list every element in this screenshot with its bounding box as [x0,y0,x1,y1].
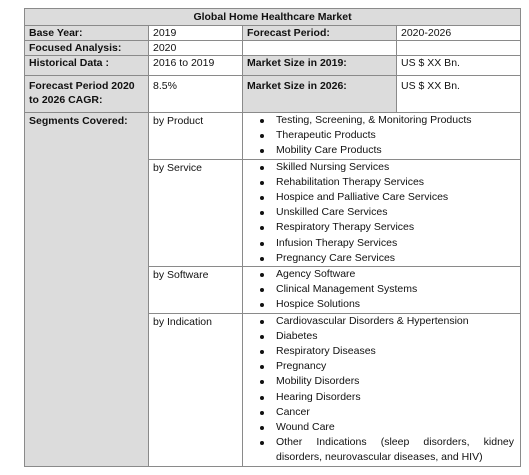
segment-row-indication: by Indication Cardiovascular Disorders &… [25,312,522,467]
list-item: Mobility Care Products [244,143,515,158]
market-size-2019-label: Market Size in 2019: [242,55,397,76]
segment-row-product: Segments Covered: by Product Testing, Sc… [24,112,522,467]
historical-data-label: Historical Data : [24,55,149,76]
list-item: Cardiovascular Disorders & Hypertension [244,314,515,329]
market-size-2019-value: US $ XX Bn. [395,55,522,76]
segment-items-indication: Cardiovascular Disorders & Hypertension … [241,312,522,467]
list-item: Respiratory Diseases [244,344,515,359]
list-item: Clinical Management Systems [244,282,515,297]
segment-row-software: by Software Agency Software Clinical Man… [25,266,522,314]
table-row: Historical Data : 2016 to 2019 Market Si… [24,55,522,76]
list-item: Infusion Therapy Services [244,236,515,251]
list-item: Testing, Screening, & Monitoring Product… [244,113,515,128]
list-item: Pregnancy [244,359,515,374]
segment-category-indication: by Indication [148,312,243,467]
focused-analysis-value: 2020 [148,40,243,56]
list-item: Diabetes [244,329,515,344]
list-item: Hospice Solutions [244,297,515,312]
list-item: Mobility Disorders [244,374,515,389]
table-row: Focused Analysis: 2020 [24,40,522,56]
segment-category-software: by Software [148,266,243,314]
list-item: Unskilled Care Services [244,205,515,220]
list-item: Cancer [244,405,515,420]
market-size-2026-label: Market Size in 2026: [242,75,397,113]
segment-row-service: by Service Skilled Nursing Services Reha… [25,158,522,268]
segment-category-product: by Product [148,112,243,160]
list-item: Skilled Nursing Services [244,160,515,175]
bullet-list: Testing, Screening, & Monitoring Product… [244,113,520,158]
segment-items-software: Agency Software Clinical Management Syst… [241,266,522,314]
base-year-value: 2019 [148,25,243,41]
table-title: Global Home Healthcare Market [23,8,522,26]
bullet-list: Skilled Nursing Services Rehabilitation … [244,160,520,266]
list-item: Therapeutic Products [244,128,515,143]
empty-cell [395,40,522,56]
segments-covered-label: Segments Covered: [24,112,149,467]
forecast-period-label: Forecast Period: [242,25,397,41]
bullet-list: Cardiovascular Disorders & Hypertension … [244,314,520,465]
forecast-period-value: 2020-2026 [395,25,522,41]
market-summary-table: Global Home Healthcare Market Base Year:… [23,8,522,467]
list-item: Hearing Disorders [244,390,515,405]
list-item: Respiratory Therapy Services [244,220,515,235]
list-item: Hospice and Palliative Care Services [244,190,515,205]
bullet-list: Agency Software Clinical Management Syst… [244,268,520,313]
empty-cell [242,40,397,56]
base-year-label: Base Year: [24,25,149,41]
segment-items-service: Skilled Nursing Services Rehabilitation … [241,158,522,268]
table-row: Base Year: 2019 Forecast Period: 2020-20… [24,25,522,41]
table-row: Forecast Period 2020 to 2026 CAGR: 8.5% … [24,75,522,113]
segment-category-service: by Service [148,158,243,268]
list-item: Rehabilitation Therapy Services [244,175,515,190]
forecast-cagr-value: 8.5% [148,75,243,113]
historical-data-value: 2016 to 2019 [148,55,243,76]
forecast-cagr-label: Forecast Period 2020 to 2026 CAGR: [24,75,149,113]
list-item: Agency Software [244,268,515,283]
market-size-2026-value: US $ XX Bn. [395,75,522,113]
title-row: Global Home Healthcare Market [23,8,522,26]
list-item: Other Indications (sleep disorders, kidn… [244,435,514,465]
list-item: Pregnancy Care Services [244,251,515,266]
focused-analysis-label: Focused Analysis: [24,40,149,56]
list-item: Wound Care [244,420,515,435]
segment-items-product: Testing, Screening, & Monitoring Product… [241,112,522,160]
